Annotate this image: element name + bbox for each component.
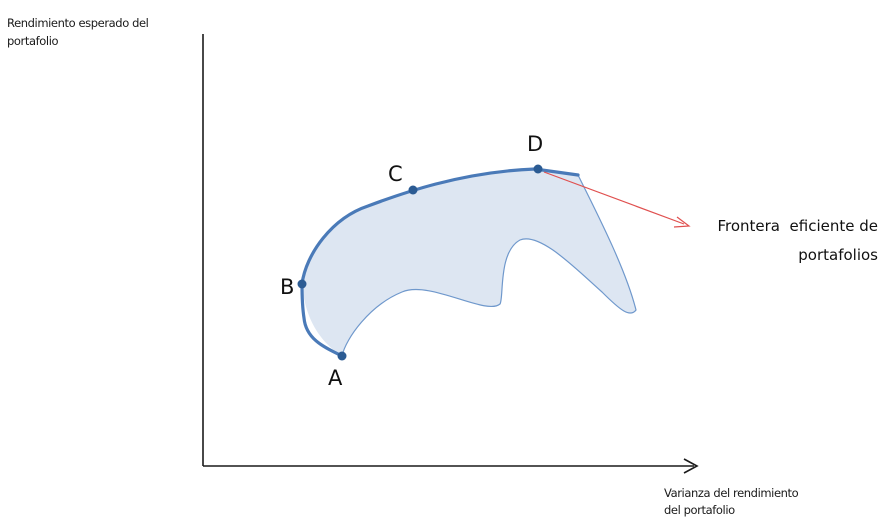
y-axis-title-line-1: Rendimiento esperado del xyxy=(7,16,149,30)
callout-arrowhead-icon xyxy=(673,216,691,228)
x-axis-title-line-1: Varianza del rendimiento xyxy=(664,486,799,500)
point-a-label: A xyxy=(328,366,343,390)
point-b-marker xyxy=(297,279,307,289)
x-axis-title-line-2: del portafolio xyxy=(664,503,735,517)
point-c-marker xyxy=(408,185,418,195)
x-axis-arrowhead-icon xyxy=(683,458,699,474)
callout-label-line-1: Frontera eficiente de xyxy=(717,217,878,235)
callout-label-line-2: portafolios xyxy=(798,246,878,264)
region-outline xyxy=(341,174,637,357)
point-c-label: C xyxy=(388,162,403,186)
point-d-marker xyxy=(533,164,543,174)
callout-arrow-line xyxy=(543,171,685,225)
point-d-label: D xyxy=(527,132,543,156)
y-axis-title-line-2: portafolio xyxy=(7,34,58,48)
feasible-region xyxy=(302,169,636,356)
efficient-frontier-curve xyxy=(300,167,580,358)
point-b-label: B xyxy=(280,275,294,299)
point-a-marker xyxy=(337,351,347,361)
